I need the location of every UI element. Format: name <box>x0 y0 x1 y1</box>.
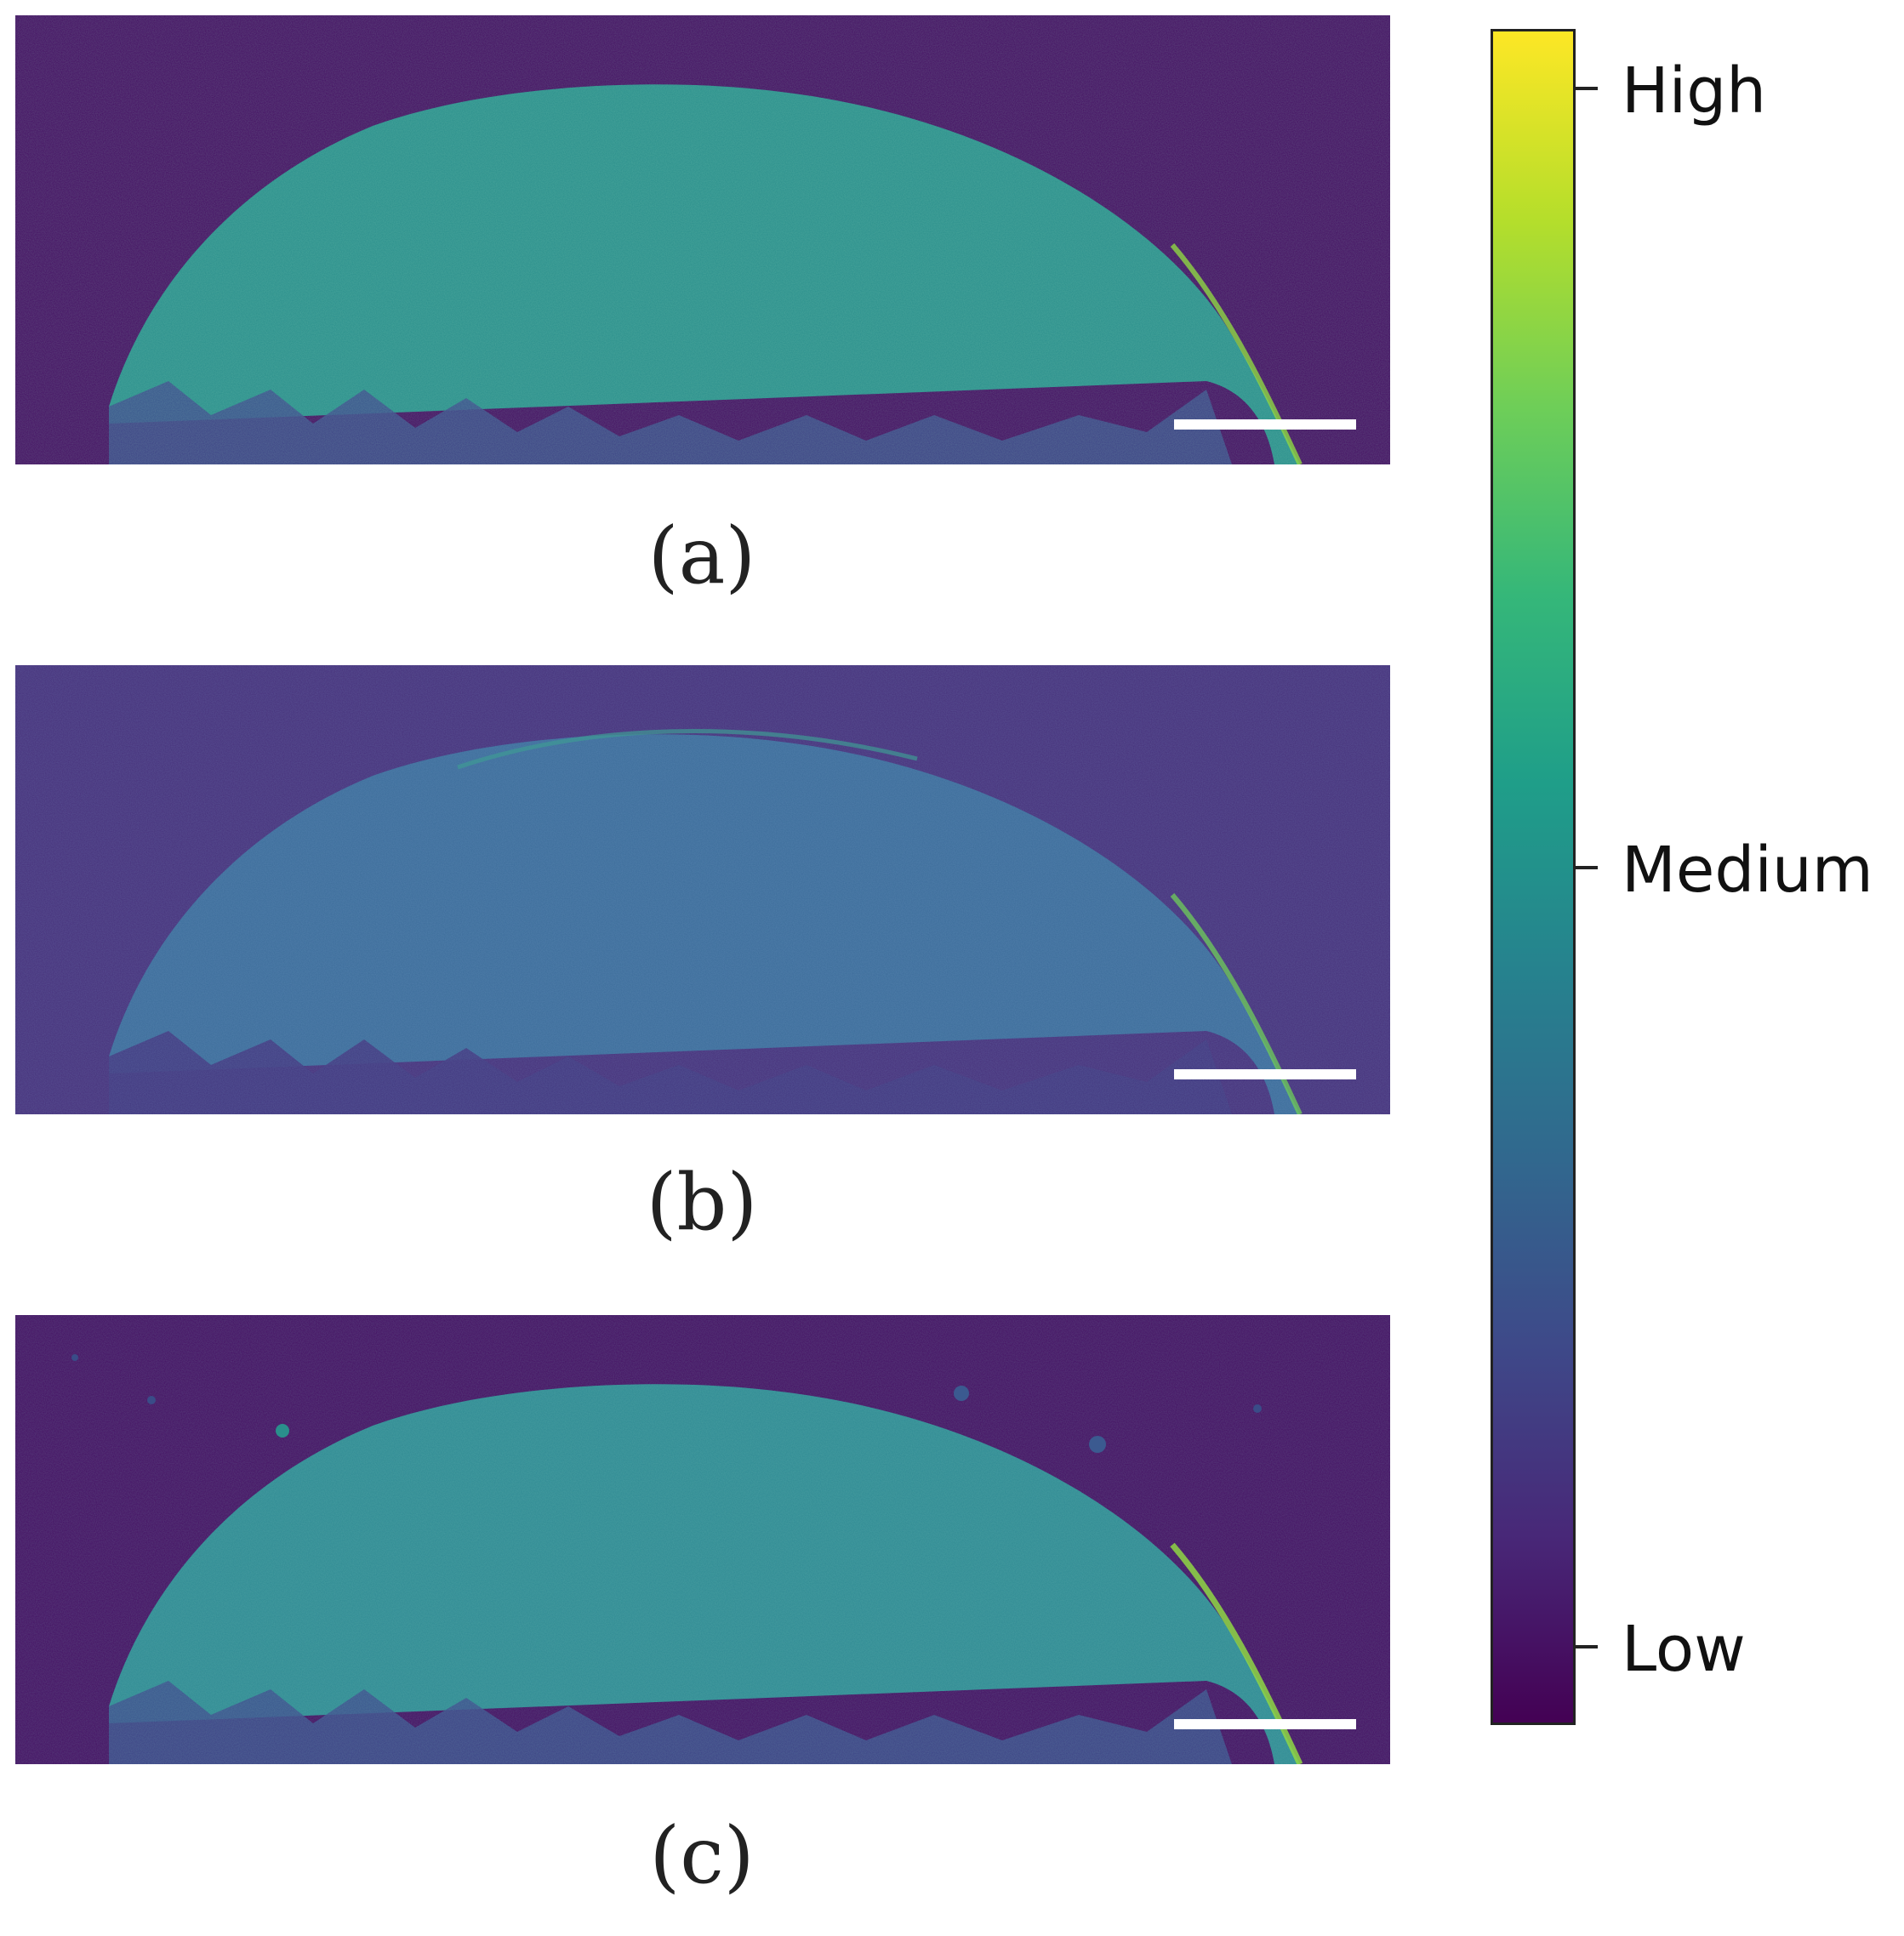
colorbar-tick-low <box>1576 1645 1598 1648</box>
bright-edge <box>1170 893 1303 1114</box>
image-panel-c <box>15 1315 1390 1764</box>
fluorescence-image-a <box>15 15 1390 464</box>
image-panel-a <box>15 15 1390 464</box>
bright-edge <box>1170 243 1303 464</box>
particle <box>1089 1436 1106 1453</box>
fluorescence-image-c <box>15 1315 1390 1764</box>
colorbar-label-medium: Medium <box>1622 834 1873 907</box>
scale-bar <box>1174 1719 1356 1729</box>
panel-label-c: (c) <box>649 1810 755 1901</box>
colorbar-label-low: Low <box>1622 1613 1746 1686</box>
image-panel-b <box>15 665 1390 1114</box>
fluorescence-image-b <box>15 665 1390 1114</box>
colorbar <box>1491 29 1576 1725</box>
colorbar-label-high: High <box>1622 54 1767 128</box>
colorbar-tick-medium <box>1576 866 1598 869</box>
colorbar-tick-high <box>1576 87 1598 90</box>
particle <box>954 1386 969 1401</box>
scale-bar <box>1174 1069 1356 1079</box>
scale-bar <box>1174 419 1356 430</box>
particle <box>276 1424 289 1438</box>
bright-edge <box>1170 1542 1303 1764</box>
panel-label-a: (a) <box>647 510 756 601</box>
panel-label-b: (b) <box>646 1157 758 1248</box>
